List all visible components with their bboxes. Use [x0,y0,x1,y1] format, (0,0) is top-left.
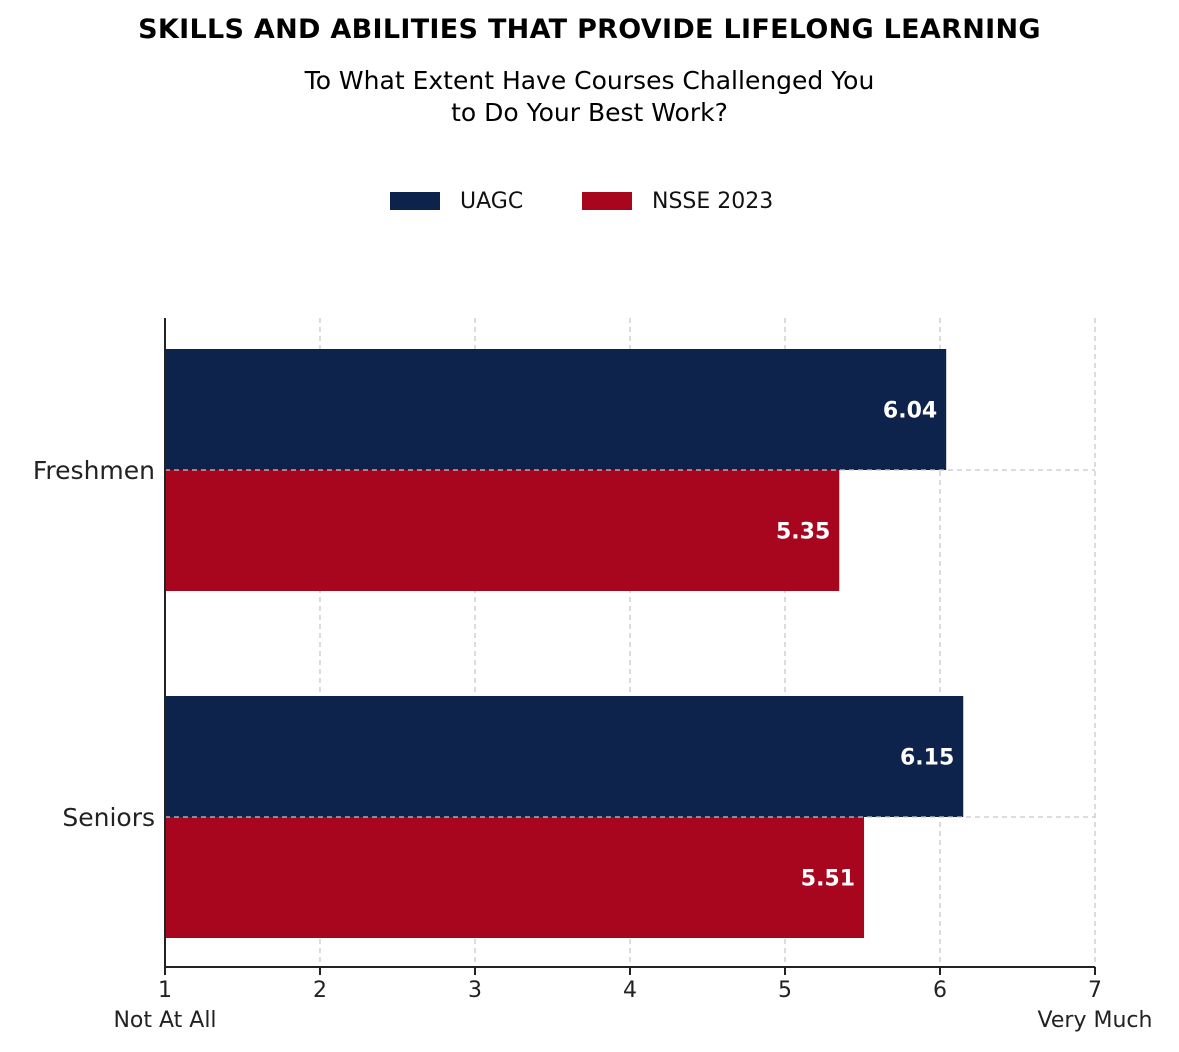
bar-seniors-uagc [165,696,964,817]
x-tick-label-7: 7 [1088,978,1102,1003]
chart-subtitle: To What Extent Have Courses Challenged Y… [0,65,1179,129]
data-label-seniors-uagc: 6.15 [900,746,954,771]
legend-item-uagc: UAGC [390,186,523,216]
x-tick-label-5: 5 [778,978,792,1003]
x-endpoint-label-high: Very Much [1038,1008,1153,1033]
data-label-freshmen-uagc: 6.04 [883,399,937,424]
legend: UAGC NSSE 2023 [0,186,1179,216]
legend-swatch-nsse-2023 [582,192,632,210]
category-label-freshmen: Freshmen [33,456,155,485]
legend-item-nsse-2023: NSSE 2023 [582,186,773,216]
legend-swatch-uagc [390,192,440,210]
bar-freshmen-nsse-2023 [165,470,840,591]
subtitle-line-2: to Do Your Best Work? [451,98,728,127]
x-tick-label-4: 4 [623,978,637,1003]
data-label-freshmen-nsse-2023: 5.35 [776,520,830,545]
x-tick-label-2: 2 [313,978,327,1003]
legend-label-uagc: UAGC [460,188,524,214]
x-tick-label-1: 1 [158,978,172,1003]
subtitle-line-1: To What Extent Have Courses Challenged Y… [304,66,875,95]
x-endpoint-label-low: Not At All [113,1008,216,1033]
category-label-seniors: Seniors [62,803,155,832]
x-tick-label-6: 6 [933,978,947,1003]
bar-freshmen-uagc [165,349,947,470]
x-tick-label-3: 3 [468,978,482,1003]
legend-label-nsse-2023: NSSE 2023 [652,188,774,214]
chart-title: SKILLS AND ABILITIES THAT PROVIDE LIFELO… [138,14,1041,45]
data-label-seniors-nsse-2023: 5.51 [801,867,855,892]
bar-seniors-nsse-2023 [165,817,865,938]
